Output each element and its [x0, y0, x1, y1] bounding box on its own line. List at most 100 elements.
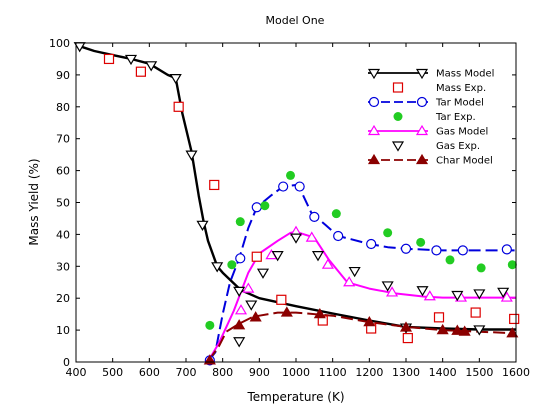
data-point-mass-model: [169, 73, 182, 85]
x-tick-label: 1400: [429, 366, 457, 379]
legend-label-tar-model: Tar Model: [435, 98, 484, 109]
data-point-char-model: [506, 327, 519, 338]
legend-label-mass-exp: Mass Exp.: [436, 83, 486, 94]
y-tick-label: 60: [56, 165, 70, 178]
data-point-tar-model: [400, 243, 412, 254]
data-point-char-model: [313, 307, 326, 319]
data-point-mass-model: [124, 54, 138, 66]
data-point-mass-exp: [135, 66, 146, 77]
legend-marker-char-model: [415, 153, 429, 165]
x-tick-label: 600: [139, 366, 160, 379]
data-point-tar-model: [235, 253, 246, 264]
data-point-gas-model: [500, 291, 513, 302]
y-tick-label: 90: [56, 69, 70, 82]
plot-frame: [75, 42, 517, 363]
data-point-char-model: [458, 325, 471, 336]
data-point-char-model: [280, 306, 293, 317]
data-point-mass-exp: [402, 332, 413, 344]
y-tick-label: 40: [56, 228, 70, 241]
data-point-gas-exp: [497, 287, 510, 299]
data-point-mass-exp: [276, 294, 287, 305]
data-point-mass-model: [196, 220, 209, 232]
data-point-char-model: [233, 319, 246, 330]
data-point-tar-exp: [507, 260, 517, 270]
x-tick-label: 400: [66, 366, 87, 379]
data-point-tar-model: [501, 244, 512, 255]
data-point-tar-exp: [416, 237, 426, 247]
data-point-char-model: [436, 323, 449, 335]
y-tick-label: 80: [56, 101, 70, 114]
data-point-tar-exp: [383, 228, 393, 238]
data-point-gas-exp: [381, 281, 394, 292]
data-point-gas-model: [305, 231, 318, 242]
series-line-mass-model: [79, 45, 516, 331]
y-axis-title: Mass Yield (%): [27, 158, 41, 245]
data-point-mass-model: [145, 61, 158, 72]
legend-marker-tar-model: [416, 96, 428, 108]
chart-title: Model One: [266, 14, 325, 27]
data-point-char-model: [363, 315, 376, 327]
y-tick-label: 100: [49, 37, 70, 50]
legend-label-mass-model: Mass Model: [436, 69, 494, 80]
data-point-gas-exp: [416, 286, 429, 297]
x-axis-title: Temperature (K): [246, 390, 344, 404]
x-tick-label: 1300: [392, 366, 420, 379]
legend-label-char-model: Char Model: [436, 156, 493, 167]
data-point-mass-model: [211, 262, 224, 273]
plot-area: 400 500 600 700 800 900 1000 1100 1200 1300 1400 15…: [49, 37, 530, 379]
data-point-gas-exp: [311, 251, 325, 262]
data-point-tar-model: [309, 211, 320, 222]
x-tick-label: 1500: [465, 366, 493, 379]
data-point-tar-exp: [227, 260, 237, 270]
data-point-tar-exp: [331, 209, 341, 219]
data-point-gas-model: [242, 282, 255, 293]
x-tick-label: 1200: [355, 366, 383, 379]
data-point-tar-model: [251, 202, 262, 213]
legend-marker-mass-model: [415, 68, 429, 80]
data-point-tar-exp: [445, 255, 455, 265]
data-point-gas-exp: [271, 251, 284, 262]
data-point-mass-exp: [433, 312, 445, 323]
data-point-tar-exp: [205, 320, 215, 330]
legend-marker-tar-model: [368, 96, 380, 108]
legend-label-gas-model: Gas Model: [436, 127, 488, 138]
data-point-char-model: [451, 324, 464, 335]
data-point-tar-exp: [235, 217, 245, 227]
data-point-mass-model: [233, 286, 246, 298]
data-point-tar-model: [457, 245, 468, 256]
data-point-mass-exp: [470, 307, 481, 318]
data-point-mass-model: [473, 325, 486, 336]
x-tick-label: 1600: [502, 366, 530, 379]
x-tick-label: 1100: [319, 366, 347, 379]
data-point-tar-exp: [286, 170, 295, 180]
data-point-gas-model: [386, 286, 399, 297]
legend-marker-mass-model: [367, 68, 381, 80]
y-tick-label: 50: [56, 197, 70, 210]
data-point-mass-model: [185, 150, 198, 161]
y-tick-label: 20: [56, 292, 70, 305]
y-tick-label: 70: [56, 133, 70, 146]
data-point-gas-exp: [233, 337, 246, 348]
data-point-char-model: [249, 311, 262, 322]
data-point-mass-exp: [103, 53, 115, 65]
data-point-tar-model: [333, 230, 344, 242]
x-tick-label: 900: [249, 366, 270, 379]
data-point-mass-exp: [173, 101, 184, 112]
data-point-tar-exp: [260, 201, 270, 211]
legend-label-gas-exp: Gas Exp.: [436, 141, 480, 152]
series-line-tar-model: [207, 184, 516, 362]
data-point-gas-model: [423, 290, 436, 301]
y-tick-label: 30: [56, 260, 70, 273]
data-point-char-model: [399, 321, 413, 332]
data-point-gas-exp: [245, 300, 258, 311]
data-point-gas-model: [234, 304, 248, 315]
legend-marker-tar-exp: [393, 112, 403, 121]
y-tick-label: 0: [63, 356, 70, 369]
data-point-tar-exp: [476, 263, 486, 273]
data-point-mass-exp: [209, 179, 220, 191]
data-point-gas-exp: [256, 268, 270, 279]
series-line-char-model: [207, 311, 517, 361]
y-tick-label: 10: [56, 324, 70, 337]
